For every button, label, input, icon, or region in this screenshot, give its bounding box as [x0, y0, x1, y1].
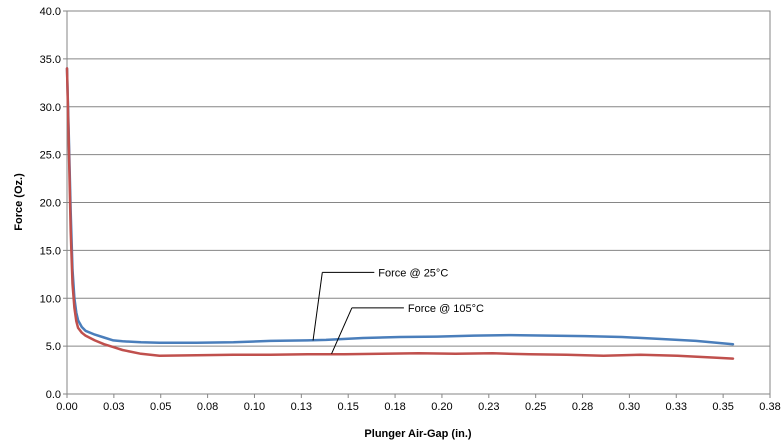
gridlines [63, 10, 771, 398]
y-tick-label: 10.0 [40, 293, 61, 305]
plot-area-border [66, 10, 771, 395]
series-line-25c [65, 67, 735, 346]
y-axis-title: Force (Oz.) [13, 173, 25, 231]
x-tick-label: 0.33 [666, 401, 687, 413]
y-tick-labels: 0.0 5.0 10.0 15.0 20.0 25.0 30.0 35.0 40.0 [40, 6, 61, 401]
x-tick-label: 0.05 [150, 401, 171, 413]
annotations: Force @ 25°C Force @ 105°C [312, 267, 484, 354]
y-tick-label: 0.0 [46, 389, 61, 401]
x-axis-title: Plunger Air-Gap (in.) [364, 428, 471, 440]
x-tick-label: 0.38 [759, 401, 780, 413]
x-tick-label: 0.18 [384, 401, 405, 413]
x-tick-label: 0.23 [478, 401, 499, 413]
y-tick-label: 15.0 [40, 245, 61, 257]
x-tick-label: 0.25 [525, 401, 546, 413]
y-tick-label: 20.0 [40, 198, 61, 210]
x-tick-label: 0.15 [337, 401, 358, 413]
annotation-leader [312, 272, 323, 341]
x-tick-label: 0.13 [291, 401, 312, 413]
y-tick-label: 25.0 [40, 150, 61, 162]
x-tick-label: 0.28 [572, 401, 593, 413]
x-tick-labels: 0.00 0.03 0.05 0.08 0.10 0.13 0.15 0.18 0.20 0.23… [56, 401, 780, 413]
x-tick-label: 0.03 [103, 401, 124, 413]
x-tick-label: 0.20 [431, 401, 452, 413]
y-tick-label: 40.0 [40, 6, 61, 18]
y-tick-label: 35.0 [40, 54, 61, 66]
annotation-label: Force @ 105°C [408, 303, 484, 315]
x-tick-label: 0.30 [619, 401, 640, 413]
series-lines [65, 67, 735, 360]
annotation-leader [331, 307, 353, 354]
x-tick-label: 0.00 [56, 401, 77, 413]
y-tick-label: 5.0 [46, 341, 61, 353]
x-tick-label: 0.08 [197, 401, 218, 413]
x-tick-label: 0.10 [244, 401, 265, 413]
series-line-105c [65, 67, 735, 360]
annotation-label: Force @ 25°C [378, 267, 448, 279]
x-tick-label: 0.35 [712, 401, 733, 413]
y-tick-label: 30.0 [40, 102, 61, 114]
